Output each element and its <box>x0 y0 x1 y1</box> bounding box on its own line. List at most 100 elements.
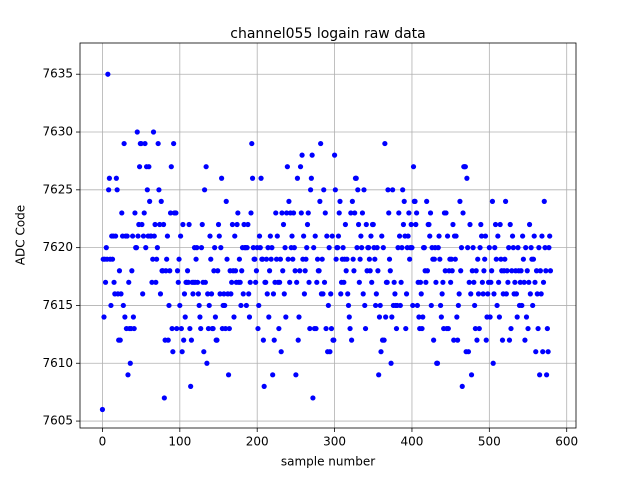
data-point <box>201 349 207 355</box>
data-point <box>283 314 289 320</box>
data-point <box>135 233 141 239</box>
data-point <box>174 325 180 332</box>
data-point <box>228 291 234 297</box>
data-point <box>390 187 396 193</box>
data-point <box>362 302 368 309</box>
data-point <box>457 198 463 204</box>
data-point <box>215 268 221 274</box>
data-point <box>329 233 335 239</box>
data-point <box>510 245 516 251</box>
data-point <box>297 268 303 274</box>
data-point <box>217 291 223 297</box>
data-point <box>384 279 390 285</box>
y-tick-label: 7615 <box>42 298 73 312</box>
data-point <box>232 233 238 239</box>
data-point <box>424 268 431 274</box>
data-point <box>304 245 310 251</box>
data-point <box>460 210 466 216</box>
x-axis-label: sample number <box>281 455 375 469</box>
data-point <box>509 268 515 274</box>
data-point <box>294 279 300 285</box>
data-point <box>533 349 539 355</box>
data-point <box>400 221 407 228</box>
data-point <box>201 187 208 193</box>
data-point <box>470 245 476 251</box>
data-point <box>519 302 525 309</box>
data-point <box>434 360 441 366</box>
data-point <box>152 221 158 228</box>
grid-layer <box>80 43 576 428</box>
data-point <box>319 256 325 262</box>
data-point <box>235 210 241 216</box>
data-point <box>321 187 327 193</box>
data-point <box>140 291 146 297</box>
data-point <box>331 337 337 343</box>
chart-title: channel055 logain raw data <box>230 26 425 42</box>
data-point <box>282 245 288 251</box>
data-point <box>504 268 510 274</box>
data-point <box>506 337 513 343</box>
data-point <box>214 337 220 343</box>
data-point <box>508 325 514 332</box>
data-point <box>255 325 261 332</box>
data-point <box>294 175 301 181</box>
x-tick-label: 600 <box>555 435 578 449</box>
x-tick-label: 0 <box>99 435 107 449</box>
data-point <box>138 140 144 147</box>
data-point <box>407 256 413 262</box>
data-point <box>478 233 485 239</box>
y-tick-label: 7620 <box>42 240 73 254</box>
data-point <box>458 268 464 274</box>
data-point <box>537 268 544 274</box>
data-point <box>543 268 549 274</box>
data-point <box>541 198 547 204</box>
data-point <box>321 279 328 285</box>
data-point <box>325 302 331 309</box>
data-point <box>177 302 183 309</box>
data-point <box>260 256 266 262</box>
data-point <box>290 256 296 262</box>
data-point <box>205 325 212 332</box>
data-point <box>284 164 290 170</box>
data-point <box>297 164 304 170</box>
data-point <box>244 245 250 251</box>
y-tick-label: 7625 <box>42 182 73 196</box>
data-point <box>498 256 504 262</box>
data-point <box>547 268 554 274</box>
data-point <box>506 245 512 251</box>
data-point <box>427 233 433 239</box>
data-point <box>412 198 418 204</box>
data-point <box>526 221 533 228</box>
data-point <box>231 314 237 320</box>
data-point <box>388 360 394 366</box>
data-point <box>375 268 381 274</box>
data-point <box>386 210 392 216</box>
data-point <box>289 233 295 239</box>
data-point <box>281 291 287 297</box>
data-point <box>136 164 143 170</box>
x-tick-label: 300 <box>323 435 346 449</box>
data-point <box>431 256 437 262</box>
data-point <box>337 198 343 204</box>
data-point <box>523 245 529 251</box>
data-point <box>125 372 131 378</box>
data-point <box>274 233 280 239</box>
data-point <box>343 268 349 274</box>
data-point <box>333 256 339 262</box>
data-point <box>163 268 169 274</box>
data-point <box>215 221 222 228</box>
data-point <box>292 268 298 274</box>
data-point <box>374 245 380 251</box>
data-point <box>459 383 465 389</box>
data-point <box>309 152 315 158</box>
data-point <box>266 314 272 320</box>
data-point <box>253 268 260 274</box>
y-axis-label: ADC Code <box>14 205 28 265</box>
data-point <box>487 314 493 320</box>
data-point <box>323 325 329 332</box>
data-point <box>526 279 532 285</box>
x-tick-label: 100 <box>168 435 191 449</box>
data-point <box>286 198 292 204</box>
data-point <box>198 245 205 251</box>
data-point <box>340 245 346 251</box>
